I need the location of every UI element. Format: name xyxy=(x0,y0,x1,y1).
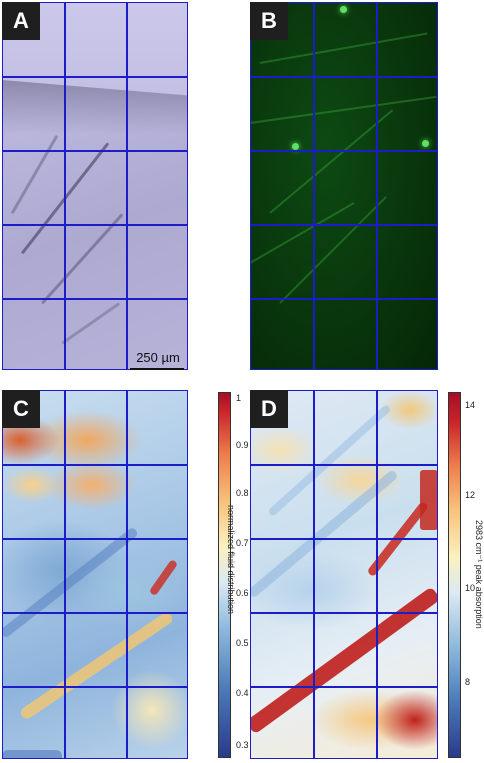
colorbar-d xyxy=(448,392,461,758)
colorbar-c-tick: 0.7 xyxy=(236,538,249,548)
panel-d-peak-absorption-map: D xyxy=(250,390,438,759)
colorbar-c-tick: 0.4 xyxy=(236,688,249,698)
panel-label-c: C xyxy=(2,390,40,428)
colorbar-c-tick: 0.5 xyxy=(236,638,249,648)
grid-overlay xyxy=(250,390,438,759)
colorbar-d-tick: 10 xyxy=(465,583,476,593)
colorbar-c-tick: 1 xyxy=(236,393,242,403)
grid-overlay xyxy=(250,2,438,370)
fluorescent-spot xyxy=(292,143,299,150)
grid-overlay xyxy=(2,2,188,370)
panel-label-d: D xyxy=(250,390,288,428)
fluorescent-spot xyxy=(340,6,347,13)
scale-bar-label: 250 µm xyxy=(136,350,180,365)
panel-b-fluorescence-image: B xyxy=(250,2,438,370)
panel-a-optical-image: A 250 µm xyxy=(2,2,188,370)
scale-bar xyxy=(130,368,184,370)
colorbar-d-label: 2983 cm⁻¹ peak absorption xyxy=(474,520,484,629)
panel-label-a: A xyxy=(2,2,40,40)
panel-c-fluid-distribution-map: C xyxy=(2,390,188,759)
colorbar-c xyxy=(218,392,231,758)
colorbar-d-tick: 14 xyxy=(465,400,476,410)
colorbar-c-tick: 0.9 xyxy=(236,440,249,450)
fluorescent-spot xyxy=(422,140,429,147)
colorbar-c-tick: 0.6 xyxy=(236,588,249,598)
colorbar-d-tick: 12 xyxy=(465,490,476,500)
colorbar-c-label: normalized fluid distribution xyxy=(226,505,236,615)
colorbar-c-tick: 0.3 xyxy=(236,740,249,750)
grid-overlay xyxy=(2,390,188,759)
colorbar-c-tick: 0.8 xyxy=(236,488,249,498)
panel-label-b: B xyxy=(250,2,288,40)
colorbar-d-tick: 8 xyxy=(465,677,471,687)
